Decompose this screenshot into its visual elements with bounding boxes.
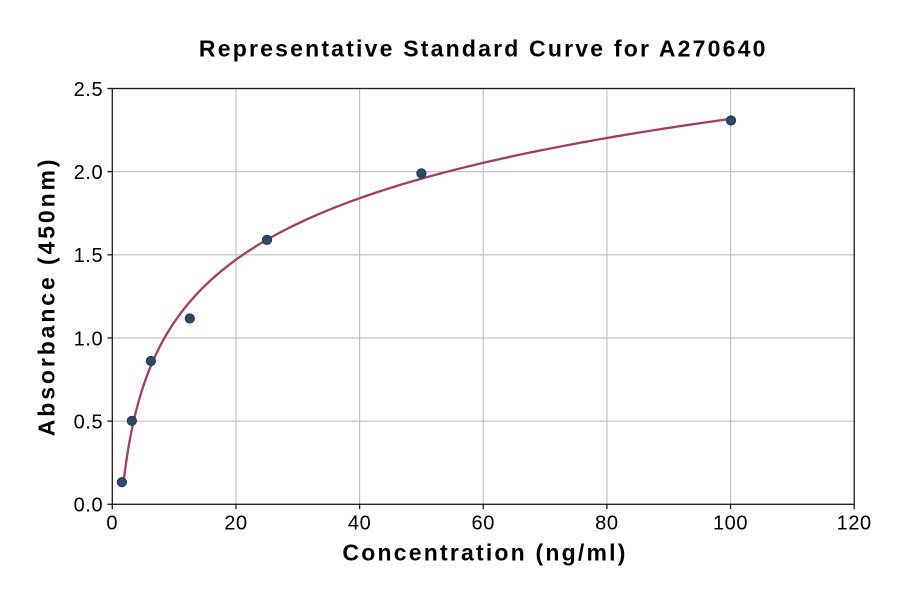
svg-text:Absorbance (450nm): Absorbance (450nm) <box>33 157 59 437</box>
svg-text:0: 0 <box>106 512 118 534</box>
svg-text:20: 20 <box>224 512 247 534</box>
svg-text:2.5: 2.5 <box>74 79 104 101</box>
svg-text:1.0: 1.0 <box>74 328 104 350</box>
svg-text:1.5: 1.5 <box>74 245 104 267</box>
svg-text:80: 80 <box>595 512 618 534</box>
svg-text:60: 60 <box>472 512 495 534</box>
svg-text:Concentration (ng/ml): Concentration (ng/ml) <box>342 540 627 566</box>
svg-text:0.5: 0.5 <box>74 411 104 433</box>
svg-text:40: 40 <box>348 512 371 534</box>
svg-text:2.0: 2.0 <box>74 162 104 184</box>
svg-text:0.0: 0.0 <box>74 495 104 517</box>
svg-text:120: 120 <box>837 512 872 534</box>
svg-text:100: 100 <box>713 512 748 534</box>
svg-text:Representative Standard Curve: Representative Standard Curve for A27064… <box>199 36 768 62</box>
